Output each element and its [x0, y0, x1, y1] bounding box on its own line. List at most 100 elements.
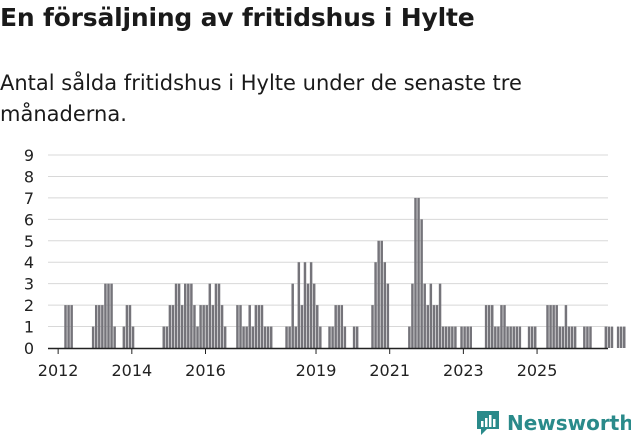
bar: [245, 326, 248, 348]
bar: [254, 305, 258, 348]
bar: [294, 326, 297, 348]
bar: [193, 305, 196, 348]
x-axis: 2012 2014 2016 2019 2021 2023 2025: [38, 347, 608, 380]
bar: [174, 283, 178, 348]
bar: [460, 326, 463, 348]
bar: [101, 305, 104, 348]
bar: [623, 326, 626, 348]
bar: [125, 305, 129, 348]
bar: [441, 326, 445, 348]
bar: [214, 283, 218, 348]
bar: [610, 326, 614, 348]
y-tick-label: 5: [24, 232, 34, 251]
bar: [288, 326, 291, 348]
bar: [199, 305, 202, 348]
x-tick-label: 2019: [296, 361, 337, 380]
bar: [530, 326, 534, 348]
y-tick-label: 2: [24, 296, 34, 315]
newsworthy-icon: [477, 411, 499, 435]
bar: [352, 326, 356, 348]
bar: [564, 305, 568, 348]
bar: [285, 326, 288, 348]
bar: [515, 326, 519, 348]
bar: [570, 326, 574, 348]
bar: [463, 326, 466, 348]
bar: [432, 305, 436, 348]
bar: [187, 283, 190, 348]
bar: [312, 283, 316, 348]
bar: [165, 326, 169, 348]
bar: [604, 326, 608, 348]
bar: [297, 262, 301, 348]
bar: [171, 305, 175, 348]
bar: [334, 305, 337, 348]
bar: [104, 283, 107, 348]
bar: [435, 305, 439, 348]
y-tick-label: 4: [24, 253, 34, 272]
bar: [573, 326, 577, 348]
chart-subtitle: Antal sålda fritidshus i Hylte under de …: [0, 71, 522, 126]
x-tick-label: 2025: [517, 361, 558, 380]
bar: [168, 305, 172, 348]
bar: [408, 326, 411, 348]
x-tick-label: 2023: [443, 361, 484, 380]
y-tick-label: 9: [24, 146, 34, 165]
bar: [242, 326, 245, 348]
bar: [448, 326, 451, 348]
bar: [429, 283, 433, 348]
bar: [128, 305, 132, 348]
gridlines: [48, 154, 608, 328]
y-tick-label: 0: [24, 339, 34, 358]
bar: [509, 326, 512, 348]
bars: [64, 197, 626, 348]
bar: [260, 305, 264, 348]
bar: [309, 262, 313, 348]
bar: [549, 305, 552, 348]
bar: [263, 326, 267, 348]
bar: [266, 326, 270, 348]
bar: [380, 240, 383, 348]
bar: [98, 305, 101, 348]
bar: [248, 305, 251, 348]
bar: [503, 305, 506, 348]
bar: [300, 305, 304, 348]
bar: [251, 326, 255, 348]
bar: [454, 326, 457, 348]
bar: [491, 305, 494, 348]
bar: [552, 305, 555, 348]
bar: [319, 326, 322, 348]
bar: [438, 283, 442, 348]
y-tick-label: 6: [24, 210, 34, 229]
x-tick-label: 2012: [38, 361, 79, 380]
bar: [355, 326, 359, 348]
bar: [527, 326, 531, 348]
bar: [64, 305, 67, 348]
bar: [202, 305, 205, 348]
brand-logo: Newsworthy: [475, 406, 631, 440]
bar: [558, 326, 562, 348]
bar: [497, 326, 500, 348]
bar: [451, 326, 454, 348]
bar: [466, 326, 469, 348]
bar: [110, 283, 113, 348]
bar: [500, 305, 503, 348]
bar: [377, 240, 380, 348]
bar: [371, 305, 374, 348]
bar: [616, 326, 620, 348]
bar: [91, 326, 95, 348]
bar: [67, 305, 70, 348]
bar: [607, 326, 611, 348]
bar: [177, 283, 181, 348]
bar: [426, 305, 430, 348]
bar: [546, 305, 549, 348]
bar: [94, 305, 98, 348]
bar: [423, 283, 426, 348]
bar: [180, 305, 184, 348]
bar: [107, 283, 110, 348]
bar: [303, 262, 307, 348]
bar: [487, 305, 491, 348]
bar: [561, 326, 565, 348]
bar: [555, 305, 558, 348]
bar: [257, 305, 261, 348]
bar: [383, 262, 387, 348]
